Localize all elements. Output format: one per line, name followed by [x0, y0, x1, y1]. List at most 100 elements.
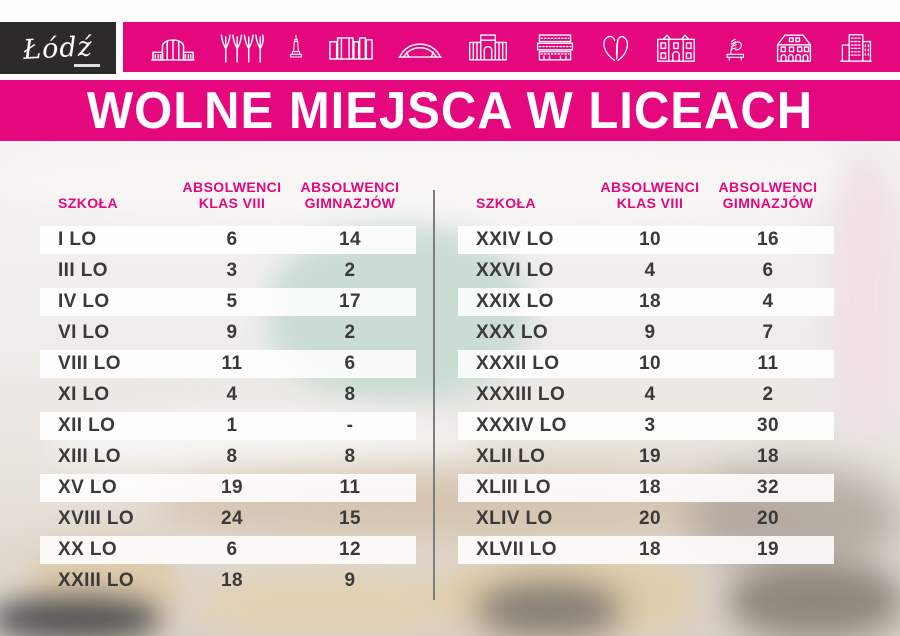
- school-name: XXVI LO: [476, 260, 554, 281]
- table-right: SZKOŁA ABSOLWENCI KLAS VIII ABSOLWENCI G…: [458, 170, 834, 567]
- table-header: SZKOŁA ABSOLWENCI KLAS VIII ABSOLWENCI G…: [40, 170, 416, 211]
- palace-icon: [654, 32, 698, 63]
- klas-viii-value: 18: [639, 291, 661, 312]
- table-row: XI LO 4 8: [40, 381, 416, 409]
- gate-building-icon: [466, 32, 510, 62]
- table-row: XLII LO 19 18: [458, 443, 834, 471]
- background-wall: [0, 141, 900, 221]
- gimnazjow-value: 17: [339, 291, 361, 312]
- arena-icon: [397, 34, 443, 61]
- landmark-icon-strip: [123, 22, 900, 72]
- gimnazjow-value: 11: [339, 477, 361, 498]
- gimnazjow-value: 6: [344, 353, 356, 374]
- school-name: XXXIV LO: [476, 415, 567, 436]
- gimnazjow-value: 19: [757, 539, 779, 560]
- klas-viii-value: 20: [639, 508, 661, 529]
- klas-viii-value: 18: [639, 539, 661, 560]
- background-shadow: [478, 583, 620, 636]
- table-row: XXXIV LO 3 30: [458, 412, 834, 440]
- column-header-school: SZKOŁA: [476, 194, 536, 211]
- gimnazjow-value: 2: [344, 322, 356, 343]
- table-row: XIII LO 8 8: [40, 443, 416, 471]
- klas-viii-value: 4: [644, 384, 656, 405]
- table-divider: [433, 190, 435, 600]
- school-name: III LO: [58, 260, 108, 281]
- school-name: XXIX LO: [476, 291, 554, 312]
- table-header: SZKOŁA ABSOLWENCI KLAS VIII ABSOLWENCI G…: [458, 170, 834, 211]
- table-row: XXIV LO 10 16: [458, 226, 834, 254]
- gimnazjow-value: 8: [344, 446, 356, 467]
- school-name: XLVII LO: [476, 539, 557, 560]
- table-row: I LO 6 14: [40, 226, 416, 254]
- title-banner: WOLNE MIEJSCA W LICEACH: [0, 80, 900, 141]
- background-chair: [198, 573, 460, 636]
- striped-building-icon: [533, 32, 577, 62]
- school-name: VI LO: [58, 322, 110, 343]
- table-row: XII LO 1 -: [40, 412, 416, 440]
- background-furniture: [728, 563, 900, 636]
- gimnazjow-value: 6: [762, 260, 774, 281]
- klas-viii-value: 19: [221, 477, 243, 498]
- column-header-school: SZKOŁA: [58, 194, 118, 211]
- school-name: XXXIII LO: [476, 384, 566, 405]
- column-header-gimnazjow: ABSOLWENCI GIMNAZJÓW: [718, 178, 818, 211]
- klas-viii-value: 1: [226, 415, 238, 436]
- gimnazjow-value: 11: [757, 353, 779, 374]
- gimnazjow-value: 12: [339, 539, 361, 560]
- table-row: VI LO 9 2: [40, 319, 416, 347]
- gimnazjow-value: -: [346, 415, 354, 436]
- lodz-logo-caption: [74, 64, 100, 67]
- school-name: XLIV LO: [476, 508, 553, 529]
- bench-sculpture-icon: [721, 34, 748, 61]
- school-name: XV LO: [58, 477, 118, 498]
- school-name: VIII LO: [58, 353, 121, 374]
- school-name: XI LO: [58, 384, 110, 405]
- school-name: XLIII LO: [476, 477, 551, 498]
- gimnazjow-value: 16: [757, 229, 779, 250]
- lodz-logo-text: Łódź: [22, 30, 94, 66]
- school-name: XXIII LO: [58, 570, 135, 591]
- klas-viii-value: 11: [221, 353, 243, 374]
- background-classroom-photo: [0, 141, 900, 636]
- gimnazjow-value: 20: [757, 508, 779, 529]
- klas-viii-value: 3: [226, 260, 238, 281]
- klas-viii-value: 18: [221, 570, 243, 591]
- villa-icon: [772, 32, 816, 63]
- table-row: IV LO 5 17: [40, 288, 416, 316]
- branching-columns-icon: [219, 31, 265, 64]
- gimnazjow-value: 8: [344, 384, 356, 405]
- table-row: XXX LO 9 7: [458, 319, 834, 347]
- table-row: XXXII LO 10 11: [458, 350, 834, 378]
- table-left: SZKOŁA ABSOLWENCI KLAS VIII ABSOLWENCI G…: [40, 170, 416, 598]
- klas-viii-value: 10: [639, 229, 661, 250]
- lodz-city-logo: Łódź: [0, 22, 116, 74]
- gimnazjow-value: 14: [339, 229, 361, 250]
- school-name: XXX LO: [476, 322, 549, 343]
- klas-viii-value: 18: [639, 477, 661, 498]
- school-name: I LO: [58, 229, 97, 250]
- klas-viii-value: 9: [226, 322, 238, 343]
- klas-viii-value: 19: [639, 446, 661, 467]
- klas-viii-value: 24: [221, 508, 243, 529]
- gimnazjow-value: 32: [757, 477, 779, 498]
- page-title: WOLNE MIEJSCA W LICEACH: [86, 81, 814, 140]
- table-row: XLIV LO 20 20: [458, 505, 834, 533]
- column-header-gimnazjow: ABSOLWENCI GIMNAZJÓW: [300, 178, 400, 211]
- klas-viii-value: 6: [226, 229, 238, 250]
- gimnazjow-value: 2: [762, 384, 774, 405]
- gimnazjow-value: 30: [757, 415, 779, 436]
- school-name: XIII LO: [58, 446, 121, 467]
- table-row: XXIX LO 18 4: [458, 288, 834, 316]
- background-shadow: [0, 597, 160, 636]
- klas-viii-value: 8: [226, 446, 238, 467]
- gimnazjow-value: 7: [762, 322, 774, 343]
- school-name: XVIII LO: [58, 508, 135, 529]
- klas-viii-value: 6: [226, 539, 238, 560]
- klas-viii-value: 5: [226, 291, 238, 312]
- gimnazjow-value: 15: [339, 508, 361, 529]
- school-name: XLII LO: [476, 446, 546, 467]
- klas-viii-value: 4: [226, 384, 238, 405]
- gimnazjow-value: 9: [344, 570, 356, 591]
- monument-icon: [288, 30, 304, 64]
